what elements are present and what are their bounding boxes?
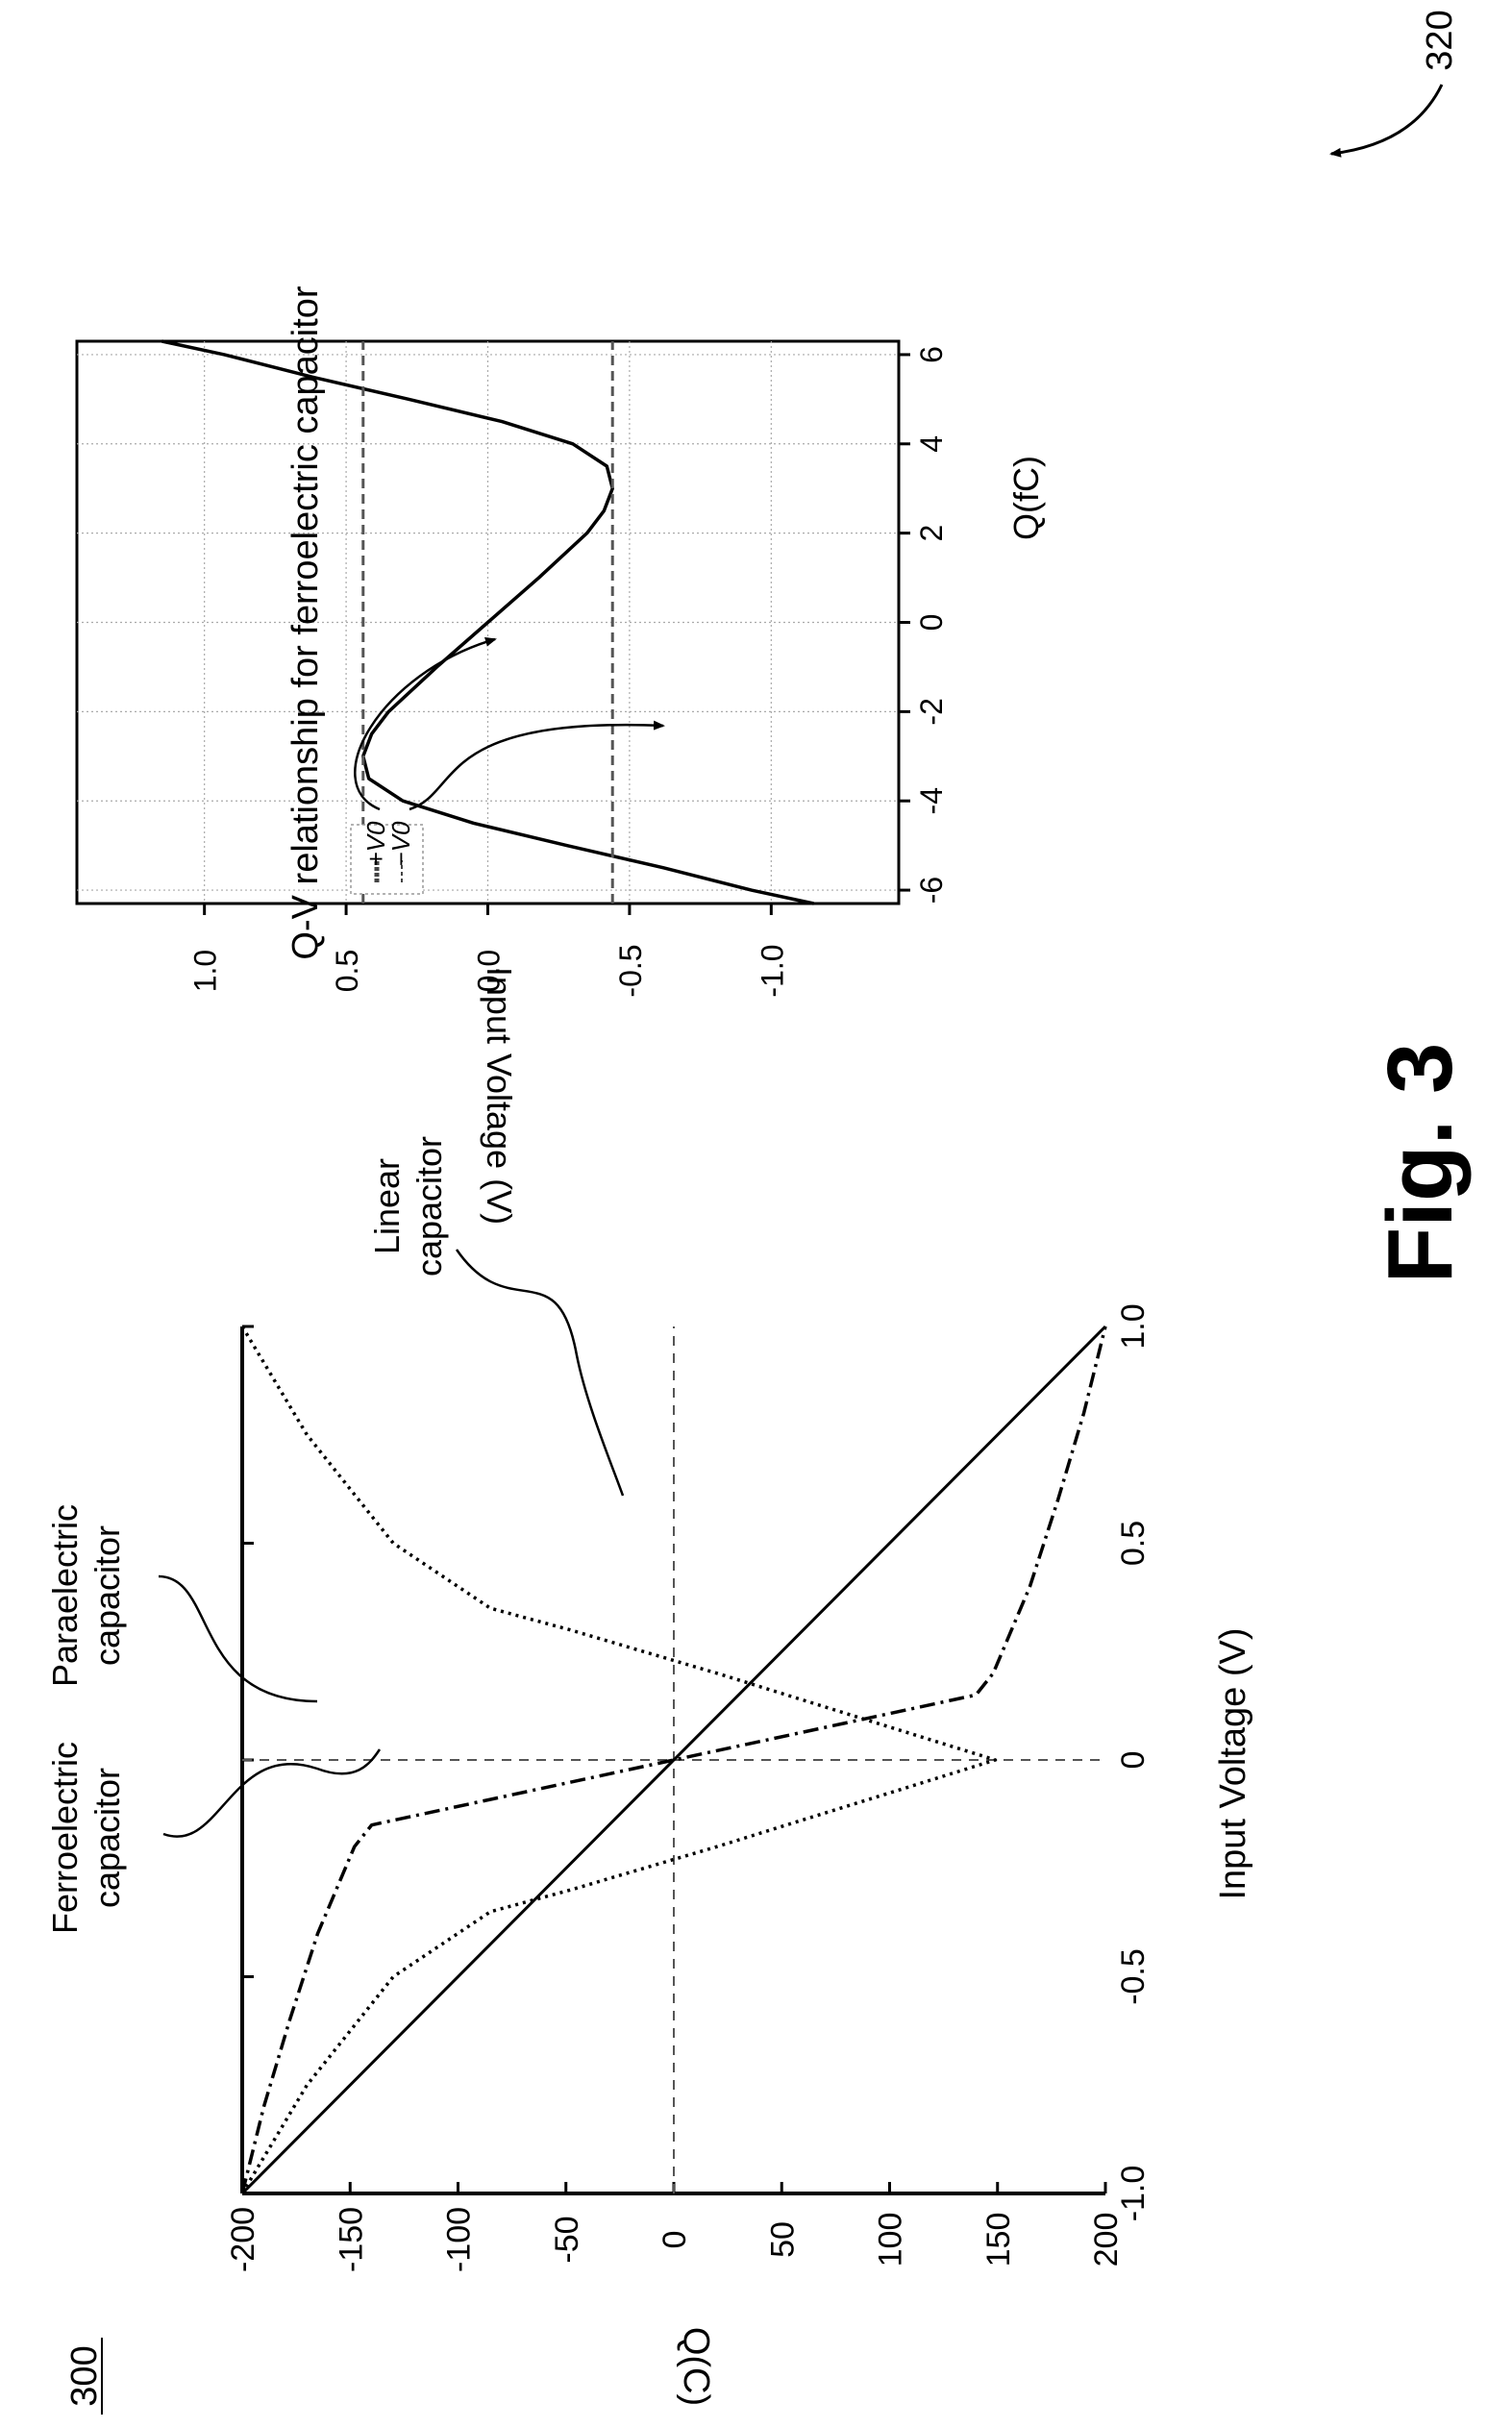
right-chart-title: Q-V relationship for ferroelectric capac…	[285, 285, 326, 960]
annotation-paraelectric-line1: Paraelectric	[45, 1504, 85, 1687]
figure-ref-320-arrow	[1331, 85, 1442, 154]
annotation-paraelectric: Paraelectric capacitor	[45, 1504, 317, 1701]
right-y-tick-label: 0.5	[330, 950, 364, 992]
annotation-ferroelectric-leader	[163, 1749, 380, 1837]
left-y-tick-label: -200	[225, 2207, 261, 2272]
annotation-linear-line1: Linear	[367, 1158, 407, 1254]
right-x-tick-label: -2	[914, 698, 949, 725]
annotation-linear-line2: capacitor	[409, 1136, 449, 1276]
right-x-tick-label: 0	[914, 614, 949, 632]
left-x-tick-label: 0	[1115, 1751, 1152, 1770]
annotation-linear-leader	[457, 1250, 623, 1496]
left-y-tick-label: -100	[441, 2207, 478, 2272]
left-y-tick-label: -50	[549, 2216, 585, 2263]
left-y-tick-label: -150	[333, 2207, 369, 2272]
left-y-tick-label: 150	[980, 2213, 1017, 2267]
left-y-tick-label: 0	[657, 2231, 693, 2249]
right-x-tick-label: -6	[914, 877, 949, 904]
figure-caption: Fig. 3	[1369, 1043, 1472, 1284]
left-x-axis-title: Input Voltage (V)	[1213, 1627, 1253, 1899]
legend-label-minus-v0: −V0	[386, 821, 415, 867]
annotation-paraelectric-line2: capacitor	[87, 1525, 127, 1666]
right-y-tick-label: -0.5	[613, 944, 648, 997]
right-x-tick-label: 6	[914, 346, 949, 363]
left-chart-ticks: -1.0-0.500.51.0200150100500-50-100-150-2…	[225, 1303, 1152, 2272]
left-y-axis-title: Q(C)	[676, 2327, 716, 2406]
left-y-tick-label: 200	[1088, 2213, 1125, 2267]
right-y-tick-label: 1.0	[188, 950, 223, 992]
right-x-axis-title: Q(fC)	[1006, 456, 1046, 540]
chart-right: -6-4-202461.00.50.0-0.5-1.0 Q-V relation…	[77, 285, 1046, 1225]
figure-ref-320: 320	[1420, 10, 1460, 70]
legend-arrow-minus-v0	[409, 725, 663, 809]
figure-ref-300: 300	[64, 2345, 105, 2406]
annotation-ferroelectric-line2: capacitor	[87, 1768, 127, 1908]
right-x-tick-label: -4	[914, 787, 949, 814]
left-y-tick-label: 100	[873, 2213, 909, 2267]
left-y-tick-label: 50	[764, 2221, 801, 2258]
right-x-tick-label: 2	[914, 525, 949, 542]
annotation-ferroelectric-line1: Ferroelectric	[45, 1742, 85, 1934]
left-x-tick-label: -0.5	[1115, 1948, 1152, 2005]
annotation-paraelectric-leader	[159, 1576, 317, 1701]
right-y-axis-title: Input Voltage (V)	[480, 967, 519, 1225]
right-x-tick-label: 4	[914, 435, 949, 453]
chart-left: -1.0-0.500.51.0200150100500-50-100-150-2…	[45, 1136, 1253, 2406]
right-y-tick-label: -1.0	[755, 944, 789, 997]
left-x-tick-label: 0.5	[1115, 1521, 1152, 1566]
left-x-tick-label: 1.0	[1115, 1303, 1152, 1349]
